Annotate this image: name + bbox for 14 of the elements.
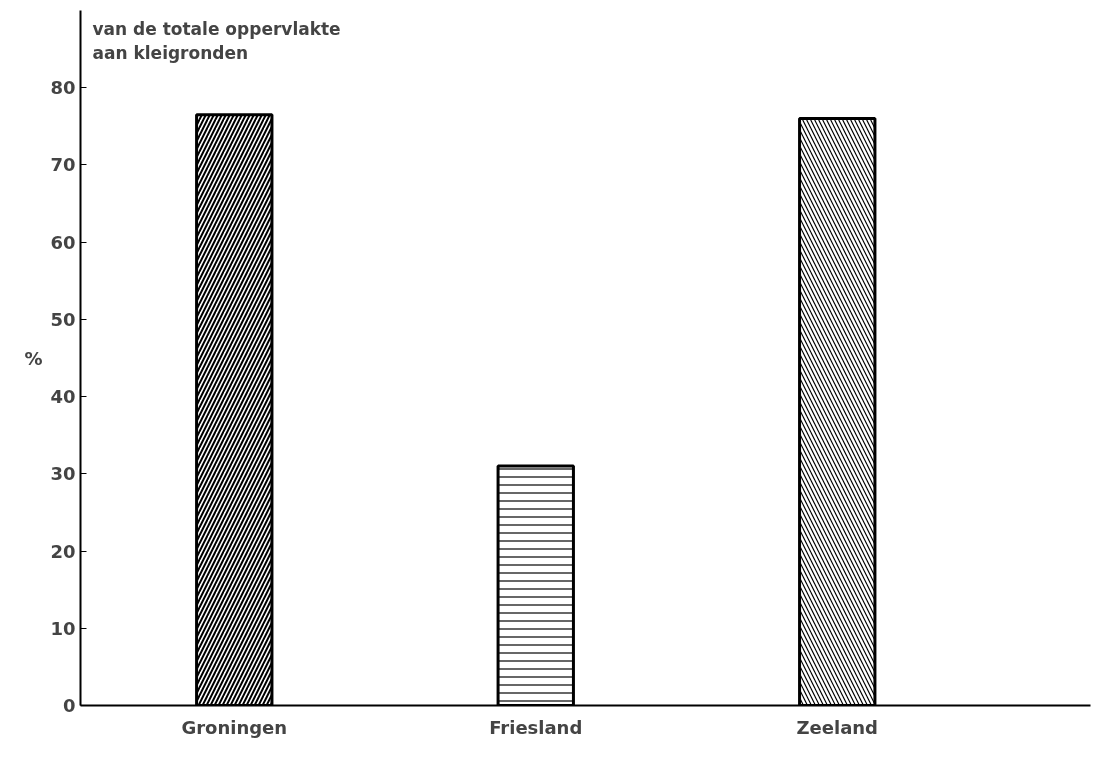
x-tick-label: Groningen <box>181 716 288 738</box>
x-tick-label: Friesland <box>489 716 583 738</box>
y-tick-label: 80 <box>50 77 76 99</box>
y-axis-title: % <box>24 347 43 369</box>
y-tick-label: 20 <box>50 540 76 562</box>
y-tick-label: 50 <box>50 308 76 330</box>
x-tick-label: Zeeland <box>796 716 878 738</box>
y-tick-label: 30 <box>50 463 76 485</box>
y-tick-label: 40 <box>50 386 76 408</box>
annotation: van de totale oppervlakte aan kleigronden <box>92 18 341 63</box>
y-tick-label: 60 <box>50 231 76 253</box>
y-tick-label: 10 <box>50 617 76 639</box>
y-tick-label: 70 <box>50 154 76 176</box>
y-tick-label: 0 <box>62 695 76 716</box>
